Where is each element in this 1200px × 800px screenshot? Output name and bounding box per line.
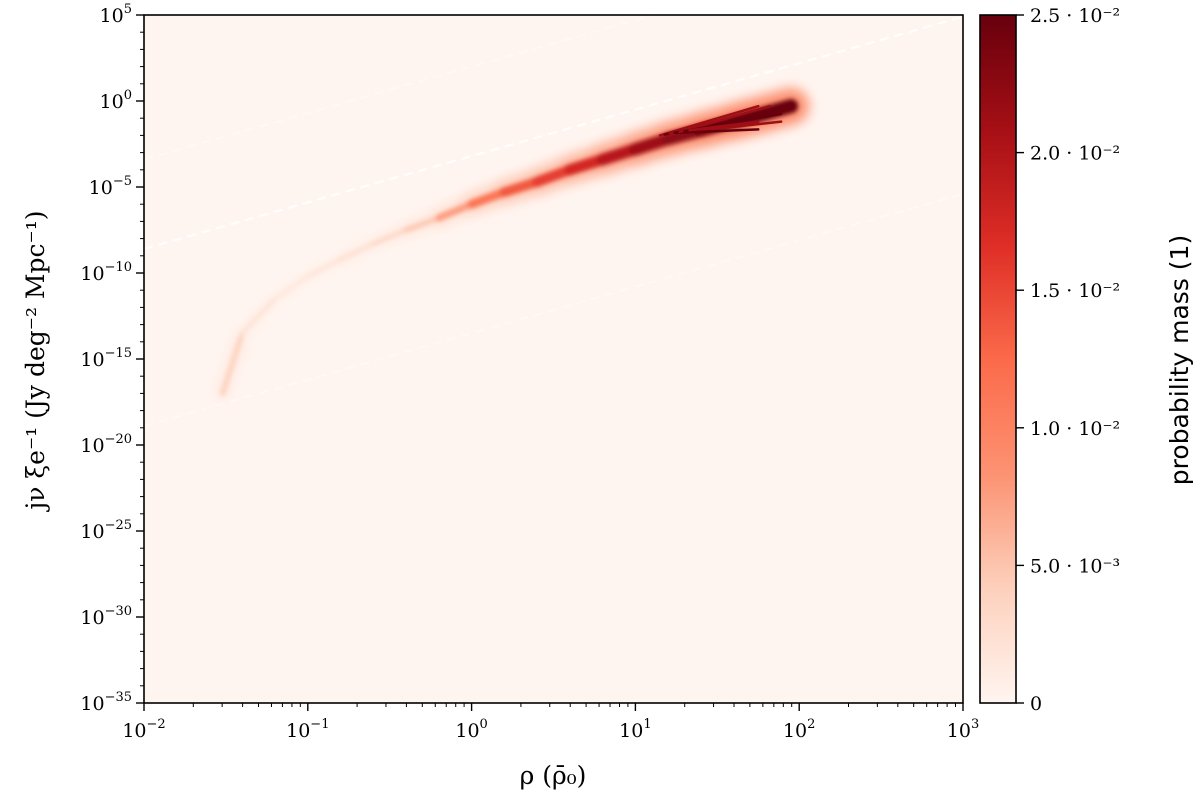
y-tick-label: 10−10 bbox=[80, 260, 132, 285]
density-layer bbox=[215, 88, 810, 401]
colorbar-tick-label: 1.5 · 10⁻² bbox=[1030, 280, 1120, 302]
density-core-segment bbox=[338, 241, 376, 262]
reference-line bbox=[144, 15, 963, 250]
density-core-segment bbox=[272, 274, 311, 302]
reference-line bbox=[144, 192, 963, 428]
colorbar-tick-label: 5.0 · 10⁻³ bbox=[1030, 555, 1120, 577]
y-axis-label: jν ξe⁻¹ (Jy deg⁻² Mpc⁻¹) bbox=[21, 210, 50, 512]
y-axis-ticks: 10−35 10−30 10−25 10−20 10−15 10−10 10−5 100 105 bbox=[80, 2, 144, 715]
density-core-segment bbox=[499, 177, 542, 197]
x-tick-label: 103 bbox=[947, 717, 979, 742]
y-tick-label: 10−25 bbox=[80, 518, 132, 543]
x-tick-label: 100 bbox=[455, 717, 487, 742]
x-tick-label: 102 bbox=[783, 717, 815, 742]
colorbar-tick-label: 2.5 · 10⁻² bbox=[1030, 5, 1120, 27]
density-core-segment bbox=[219, 330, 246, 397]
colorbar-tick-label: 1.0 · 10⁻² bbox=[1030, 418, 1120, 440]
x-tick-label: 101 bbox=[619, 717, 651, 742]
plot-background bbox=[144, 15, 963, 703]
density-filament bbox=[673, 128, 760, 135]
x-tick-label: 10−2 bbox=[122, 717, 165, 742]
density-filament bbox=[688, 120, 760, 132]
colorbar bbox=[979, 14, 1017, 704]
density-core-segment bbox=[532, 164, 575, 187]
y-tick-label: 10−5 bbox=[89, 174, 132, 199]
y-tick-label: 100 bbox=[100, 88, 132, 113]
density-core-segment bbox=[759, 99, 799, 121]
y-tick-label: 10−35 bbox=[80, 690, 132, 715]
colorbar-tick-label: 0 bbox=[1030, 693, 1042, 715]
colorbar-label: probability mass (1) bbox=[1165, 235, 1194, 485]
colorbar-ticks: 0 5.0 · 10⁻³ 1.0 · 10⁻² 1.5 · 10⁻² 2.0 · 10⁻… bbox=[1016, 5, 1120, 715]
x-tick-label: 10−1 bbox=[286, 717, 329, 742]
x-axis-ticks: 10−2 10−1 100 101 102 103 bbox=[122, 703, 979, 742]
y-tick-label: 10−20 bbox=[80, 432, 132, 457]
colorbar-tick-label: 2.0 · 10⁻² bbox=[1030, 143, 1120, 165]
density-core-segment bbox=[305, 256, 343, 279]
y-tick-label: 10−30 bbox=[80, 604, 132, 629]
density-core-segment bbox=[403, 215, 442, 233]
density-filament bbox=[678, 104, 771, 134]
reference-lines bbox=[144, 15, 963, 428]
density-core-segment bbox=[370, 227, 409, 247]
density-core-segment bbox=[435, 200, 476, 222]
x-axis-label: ρ (ρ̄₀) bbox=[520, 761, 587, 790]
y-tick-label: 10−15 bbox=[80, 346, 132, 371]
y-tick-label: 105 bbox=[100, 2, 132, 27]
density-filament bbox=[658, 104, 760, 137]
reference-line bbox=[144, 15, 658, 161]
density-core-segment bbox=[239, 296, 278, 336]
density-core-segment bbox=[467, 187, 509, 209]
